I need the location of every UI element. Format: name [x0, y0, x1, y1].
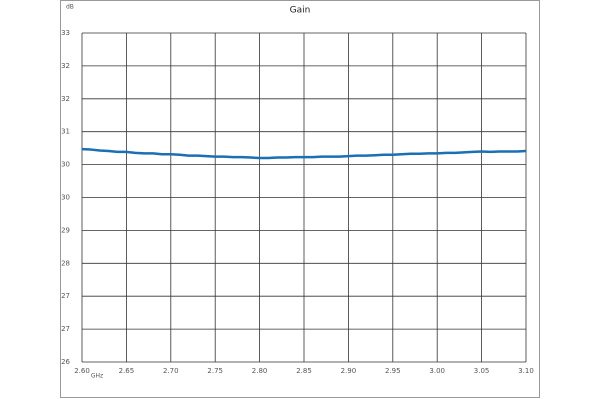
x-tick-label: 2.65	[119, 367, 135, 375]
y-tick-label: 32	[61, 62, 70, 70]
x-tick-label: 3.10	[518, 367, 534, 375]
y-tick-label: 33	[61, 29, 70, 37]
x-tick-label: 2.95	[385, 367, 401, 375]
y-tick-label: 32	[61, 95, 70, 103]
x-tick-label: 2.75	[207, 367, 223, 375]
y-tick-label: 30	[61, 161, 70, 169]
x-tick-label: 2.70	[163, 367, 179, 375]
y-tick-label: 30	[61, 194, 70, 202]
y-tick-label: 28	[61, 259, 70, 267]
chart-title: Gain	[290, 6, 311, 16]
x-tick-label: 2.60	[74, 367, 90, 375]
x-tick-label: 3.00	[429, 367, 445, 375]
y-tick-label: 27	[61, 325, 70, 333]
x-tick-label: 2.85	[296, 367, 312, 375]
y-tick-label: 31	[61, 128, 70, 136]
x-tick-label: 2.90	[341, 367, 357, 375]
x-tick-label: 3.05	[474, 367, 490, 375]
y-tick-label: 26	[61, 358, 70, 366]
frame	[60, 0, 540, 398]
x-tick-label: 2.80	[252, 367, 268, 375]
y-tick-label: 29	[61, 226, 70, 234]
x-axis-label: GHz	[91, 373, 103, 380]
line-series	[81, 147, 527, 160]
y-tick-label: 27	[61, 292, 70, 300]
y-axis-label: dB	[66, 4, 74, 11]
